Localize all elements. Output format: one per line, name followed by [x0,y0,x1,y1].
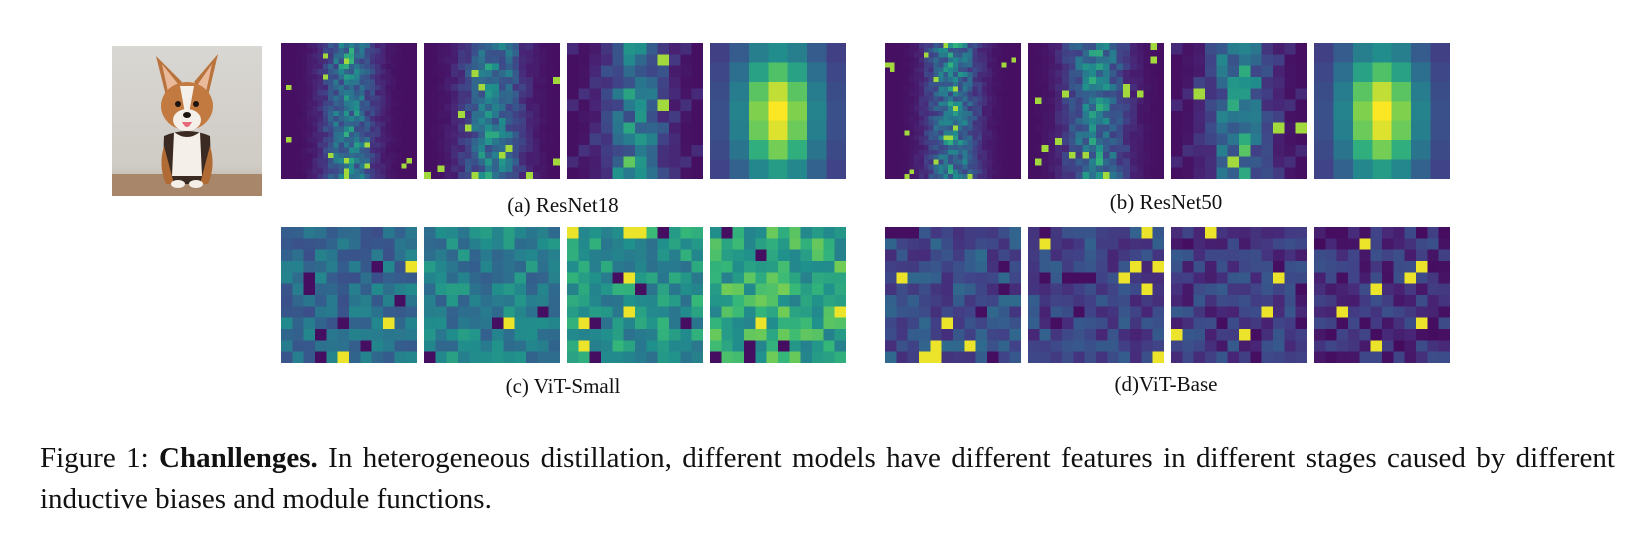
heatmap-d-2 [1028,227,1164,363]
label-vit-small: (c) ViT-Small [505,374,621,398]
label-resnet50: (b) ResNet50 [1109,190,1223,214]
heatmap-d-1 [885,227,1021,363]
heatmap-b-1 [885,43,1021,179]
heatmap-c-1 [281,227,417,363]
heatmap-b-2 [1028,43,1164,179]
heatmap-d-4 [1314,227,1450,363]
heatmap-b-3 [1171,43,1307,179]
heatmap-c-2 [424,227,560,363]
heatmap-a-1 [281,43,417,179]
figure-caption: Figure 1: Chanllenges. In heterogeneous … [40,438,1615,520]
caption-bold: Chanllenges. [159,442,318,474]
caption-text: In heterogeneous distillation, different… [40,442,1615,515]
label-vit-base: (d)ViT-Base [1114,372,1218,396]
heatmap-a-2 [424,43,560,179]
heatmap-c-3 [567,227,703,363]
heatmap-a-4 [710,43,846,179]
heatmap-c-4 [710,227,846,363]
label-resnet18: (a) ResNet18 [507,193,619,217]
caption-prefix: Figure 1: [40,442,160,474]
heatmap-d-3 [1171,227,1307,363]
corgi-photo [112,46,262,196]
heatmap-b-4 [1314,43,1450,179]
heatmap-a-3 [567,43,703,179]
